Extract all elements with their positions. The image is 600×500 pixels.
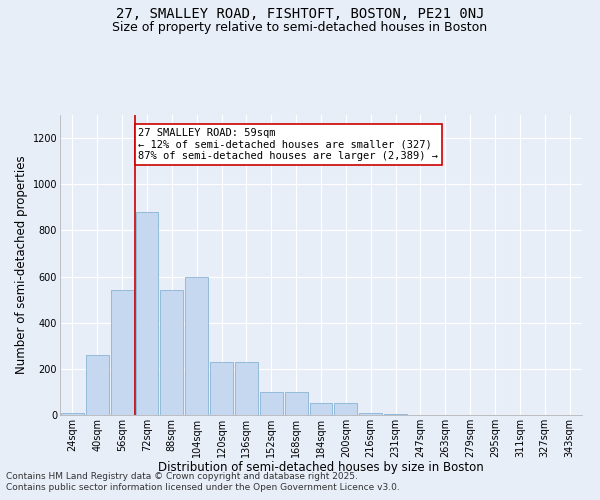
- Text: Contains HM Land Registry data © Crown copyright and database right 2025.: Contains HM Land Registry data © Crown c…: [6, 472, 358, 481]
- Bar: [310, 404, 332, 415]
- Text: 27 SMALLEY ROAD: 59sqm
← 12% of semi-detached houses are smaller (327)
87% of se: 27 SMALLEY ROAD: 59sqm ← 12% of semi-det…: [139, 128, 438, 161]
- Bar: [210, 362, 233, 415]
- Bar: [334, 404, 357, 415]
- Text: 27, SMALLEY ROAD, FISHTOFT, BOSTON, PE21 0NJ: 27, SMALLEY ROAD, FISHTOFT, BOSTON, PE21…: [116, 8, 484, 22]
- Bar: [260, 392, 283, 415]
- Bar: [160, 290, 183, 415]
- Bar: [384, 414, 407, 415]
- Y-axis label: Number of semi-detached properties: Number of semi-detached properties: [16, 156, 28, 374]
- Bar: [61, 412, 84, 415]
- Bar: [285, 392, 308, 415]
- Text: Size of property relative to semi-detached houses in Boston: Size of property relative to semi-detach…: [112, 21, 488, 34]
- X-axis label: Distribution of semi-detached houses by size in Boston: Distribution of semi-detached houses by …: [158, 462, 484, 474]
- Bar: [235, 362, 258, 415]
- Bar: [359, 412, 382, 415]
- Bar: [136, 212, 158, 415]
- Text: Contains public sector information licensed under the Open Government Licence v3: Contains public sector information licen…: [6, 484, 400, 492]
- Bar: [111, 290, 134, 415]
- Bar: [185, 276, 208, 415]
- Bar: [86, 355, 109, 415]
